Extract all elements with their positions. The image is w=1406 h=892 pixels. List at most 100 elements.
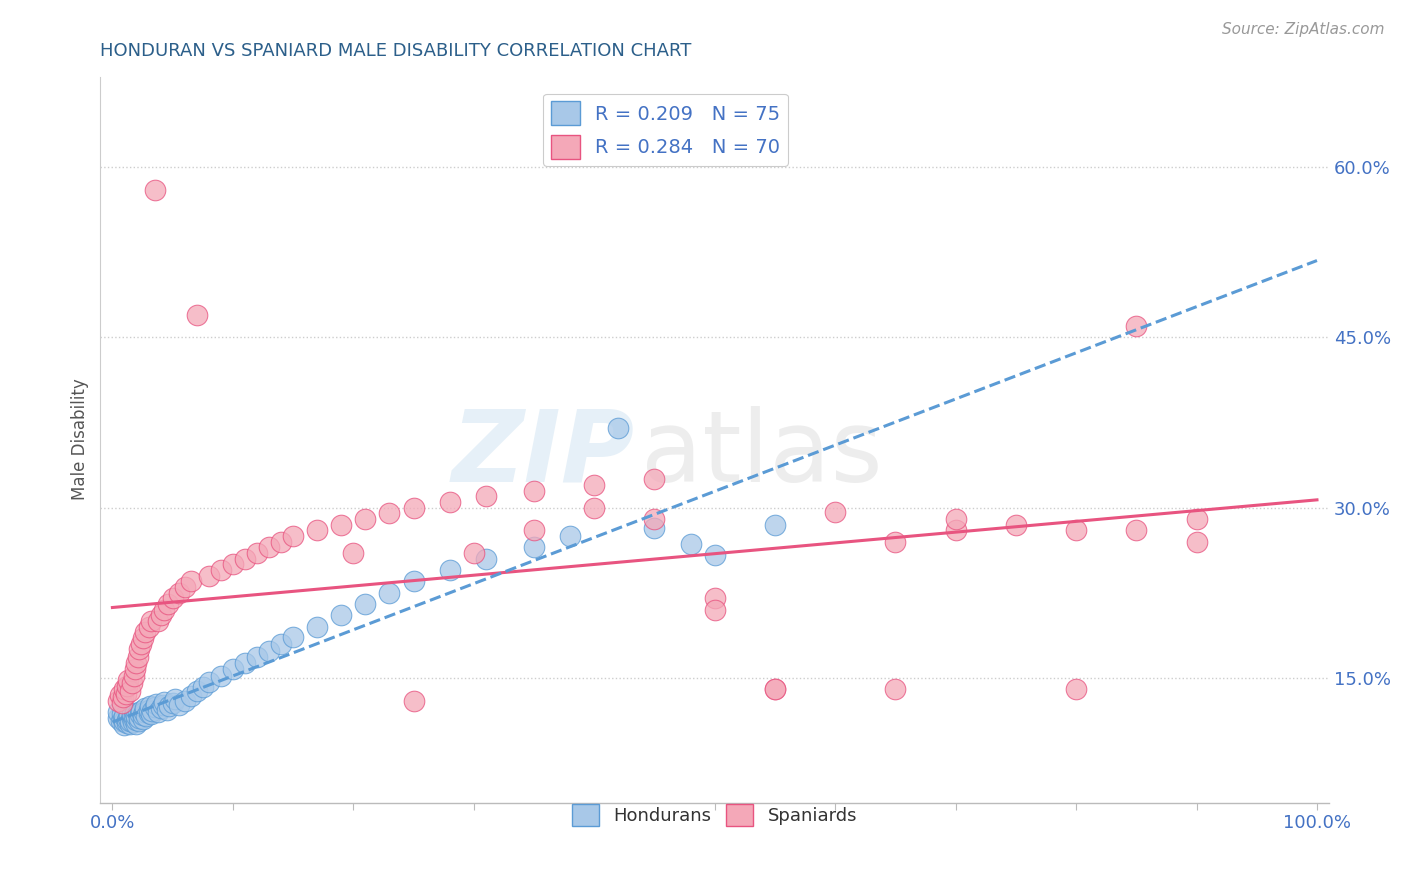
Point bbox=[139, 707, 162, 722]
Point bbox=[129, 707, 152, 722]
Point bbox=[120, 714, 142, 728]
Point bbox=[141, 704, 163, 718]
Point bbox=[110, 714, 132, 728]
Point bbox=[143, 700, 166, 714]
Point bbox=[643, 472, 665, 486]
Point bbox=[463, 546, 485, 560]
Point bbox=[246, 546, 269, 560]
Point bbox=[115, 713, 138, 727]
Point bbox=[523, 541, 546, 555]
Point bbox=[583, 500, 606, 515]
Point bbox=[523, 483, 546, 498]
Point bbox=[117, 673, 139, 687]
Point bbox=[330, 608, 353, 623]
Point bbox=[824, 505, 846, 519]
Point bbox=[145, 697, 167, 711]
Point bbox=[180, 574, 202, 589]
Point bbox=[354, 597, 377, 611]
Point bbox=[523, 524, 546, 538]
Point bbox=[186, 308, 208, 322]
Point bbox=[167, 698, 190, 712]
Point bbox=[945, 524, 967, 538]
Y-axis label: Male Disability: Male Disability bbox=[72, 379, 89, 500]
Point bbox=[107, 693, 129, 707]
Point bbox=[149, 608, 172, 623]
Point bbox=[157, 699, 180, 714]
Point bbox=[763, 682, 786, 697]
Point bbox=[173, 693, 195, 707]
Point bbox=[679, 537, 702, 551]
Point bbox=[114, 709, 136, 723]
Point bbox=[246, 650, 269, 665]
Point bbox=[124, 662, 146, 676]
Text: atlas: atlas bbox=[641, 406, 883, 502]
Point bbox=[307, 620, 329, 634]
Point bbox=[583, 478, 606, 492]
Point bbox=[134, 625, 156, 640]
Point bbox=[884, 534, 907, 549]
Point bbox=[114, 687, 136, 701]
Point bbox=[1185, 512, 1208, 526]
Point bbox=[128, 710, 150, 724]
Point bbox=[138, 702, 160, 716]
Point bbox=[111, 696, 134, 710]
Point bbox=[354, 512, 377, 526]
Point bbox=[138, 706, 160, 720]
Point bbox=[146, 614, 169, 628]
Point bbox=[281, 630, 304, 644]
Point bbox=[121, 676, 143, 690]
Point bbox=[378, 586, 401, 600]
Point bbox=[107, 705, 129, 719]
Point bbox=[138, 699, 160, 714]
Point bbox=[135, 709, 157, 723]
Point bbox=[115, 716, 138, 731]
Point bbox=[378, 506, 401, 520]
Point bbox=[153, 603, 176, 617]
Point bbox=[125, 717, 148, 731]
Point bbox=[156, 597, 179, 611]
Point bbox=[121, 710, 143, 724]
Point bbox=[703, 603, 725, 617]
Text: Source: ZipAtlas.com: Source: ZipAtlas.com bbox=[1222, 22, 1385, 37]
Point bbox=[153, 695, 176, 709]
Point bbox=[763, 682, 786, 697]
Point bbox=[475, 489, 498, 503]
Point bbox=[209, 563, 232, 577]
Point bbox=[107, 710, 129, 724]
Point bbox=[1125, 524, 1147, 538]
Point bbox=[1064, 524, 1087, 538]
Point bbox=[439, 563, 461, 577]
Point bbox=[122, 714, 145, 729]
Point bbox=[152, 698, 174, 712]
Point bbox=[131, 708, 153, 723]
Point bbox=[125, 713, 148, 727]
Point bbox=[131, 631, 153, 645]
Point bbox=[330, 517, 353, 532]
Point bbox=[132, 705, 155, 719]
Point bbox=[233, 656, 256, 670]
Point bbox=[125, 656, 148, 670]
Point bbox=[281, 529, 304, 543]
Point bbox=[703, 549, 725, 563]
Point bbox=[475, 551, 498, 566]
Point bbox=[122, 712, 145, 726]
Point bbox=[1125, 319, 1147, 334]
Point bbox=[127, 650, 149, 665]
Point bbox=[114, 714, 136, 728]
Point bbox=[257, 541, 280, 555]
Point bbox=[125, 709, 148, 723]
Point bbox=[1064, 682, 1087, 697]
Point bbox=[118, 708, 141, 723]
Point bbox=[342, 546, 364, 560]
Point bbox=[115, 679, 138, 693]
Point bbox=[127, 706, 149, 720]
Text: HONDURAN VS SPANIARD MALE DISABILITY CORRELATION CHART: HONDURAN VS SPANIARD MALE DISABILITY COR… bbox=[100, 42, 692, 60]
Point bbox=[122, 709, 145, 723]
Point bbox=[1185, 534, 1208, 549]
Point bbox=[180, 689, 202, 703]
Point bbox=[209, 668, 232, 682]
Point bbox=[143, 183, 166, 197]
Point bbox=[884, 682, 907, 697]
Point bbox=[402, 693, 425, 707]
Point bbox=[560, 529, 582, 543]
